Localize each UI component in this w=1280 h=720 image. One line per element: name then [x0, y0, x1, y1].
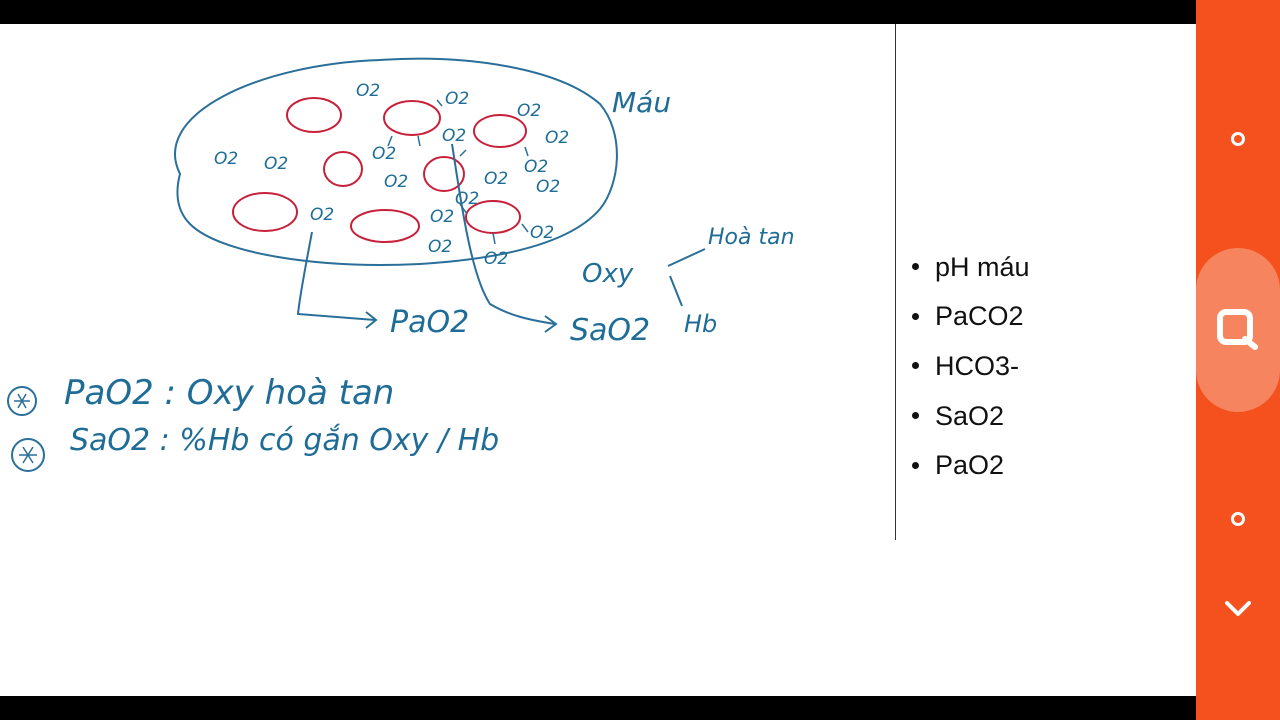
annotate-button[interactable]: [1196, 248, 1280, 412]
o2-label: O2: [356, 81, 380, 101]
top-letterbox: [0, 0, 1196, 24]
note-bullet-icon: [7, 386, 37, 416]
note-bullet-icon: [11, 438, 45, 472]
red-blood-cell: [473, 114, 527, 148]
o2-label: O2: [214, 149, 238, 169]
o2-label: O2: [445, 89, 469, 109]
red-blood-cell: [286, 97, 342, 133]
bullet-item: PaCO2: [908, 292, 1030, 342]
slide-bullet-list: pH máu PaCO2 HCO3- SaO2 PaO2: [908, 242, 1030, 490]
pao2-label: PaO2: [390, 305, 469, 340]
oxy-branch: [667, 248, 706, 307]
o2-label: O2: [428, 237, 452, 257]
oxygen-molecules: O2 O2 O2 O2 O2 O2 O2 O2 O2 O2 O2 O2 O2 O…: [214, 81, 569, 269]
oxy-label: Oxy: [582, 259, 634, 289]
o2-label: O2: [530, 223, 554, 243]
o2-label: O2: [545, 128, 569, 148]
red-blood-cell: [232, 192, 298, 232]
o2-label: O2: [484, 169, 508, 189]
search-square-icon: [1217, 309, 1258, 350]
chevron-down-icon: [1225, 601, 1251, 616]
slide-divider: [895, 24, 896, 540]
o2-label: O2: [484, 249, 508, 269]
o2-label: O2: [310, 205, 334, 225]
note-sao2: SaO2 : %Hb có gắn Oxy / Hb: [70, 423, 499, 458]
bullet-item: pH máu: [908, 242, 1030, 292]
red-blood-cells: [232, 97, 527, 243]
pointer-arrows: [296, 143, 558, 333]
red-blood-cell: [423, 156, 465, 192]
bullet-item: HCO3-: [908, 341, 1030, 391]
record-dot-button-2[interactable]: [1196, 504, 1280, 534]
sao2-label: SaO2: [570, 313, 650, 348]
red-blood-cell: [323, 151, 363, 187]
handwritten-diagram: O2 O2 O2 O2 O2 O2 O2 O2 O2 O2 O2 O2 O2 O…: [7, 57, 795, 472]
red-blood-cell: [383, 100, 441, 136]
hb-label: Hb: [684, 310, 717, 338]
circle-icon: [1231, 132, 1245, 146]
o2-label: O2: [442, 126, 466, 146]
o2-label: O2: [524, 157, 548, 177]
bottom-letterbox: [0, 696, 1196, 720]
o2-label: O2: [430, 207, 454, 227]
dissolved-label: Hoà tan: [708, 225, 795, 250]
bullet-item: PaO2: [908, 440, 1030, 490]
o2-label: O2: [372, 144, 396, 164]
record-dot-button[interactable]: [1196, 124, 1280, 154]
note-pao2: PaO2 : Oxy hoà tan: [64, 373, 394, 413]
asterisk-icon: [14, 393, 30, 409]
red-blood-cell: [350, 209, 420, 243]
o2-label: O2: [384, 172, 408, 192]
bullet-item: SaO2: [908, 391, 1030, 441]
o2-label: O2: [264, 154, 288, 174]
blood-vessel-outline: [174, 57, 618, 266]
asterisk-icon: [19, 446, 37, 464]
video-frame: O2 O2 O2 O2 O2 O2 O2 O2 O2 O2 O2 O2 O2 O…: [0, 24, 1196, 696]
circle-icon: [1231, 512, 1245, 526]
blood-label: Máu: [612, 86, 671, 119]
o2-label: O2: [536, 177, 560, 197]
collapse-button[interactable]: [1196, 594, 1280, 624]
floating-control-panel: [1196, 0, 1280, 720]
o2-label: O2: [517, 101, 541, 121]
